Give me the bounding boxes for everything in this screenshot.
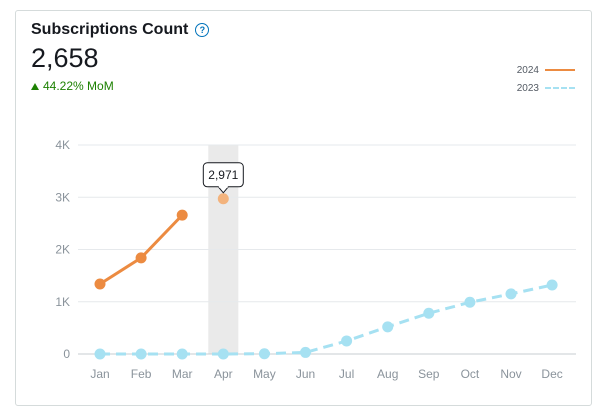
data-point-2023 — [135, 348, 147, 360]
data-point-2023 — [94, 348, 106, 360]
x-tick-label: Jul — [339, 367, 354, 381]
data-point-2023 — [505, 288, 517, 300]
legend-label-2023: 2023 — [516, 82, 539, 94]
x-tick-label: Mar — [172, 367, 193, 381]
x-tick-label: Jan — [90, 367, 109, 381]
x-tick-label: Nov — [500, 367, 521, 381]
legend-item-2023[interactable]: 2023 — [517, 79, 575, 97]
data-point-2023 — [464, 296, 476, 308]
data-point-2023 — [217, 348, 229, 360]
help-icon[interactable]: ? — [195, 23, 210, 37]
data-point-2024 — [135, 252, 147, 264]
y-tick-label: 3K — [55, 190, 70, 204]
x-tick-label: Dec — [541, 367, 562, 381]
triangle-up-icon — [31, 82, 39, 90]
data-point-2023 — [341, 335, 353, 347]
x-tick-label: Feb — [131, 367, 152, 381]
data-point-2024 — [94, 278, 106, 290]
y-tick-label: 2K — [55, 243, 70, 257]
data-point-2023 — [546, 279, 558, 291]
legend-swatch-2023 — [545, 87, 575, 89]
subscriptions-value: 2,658 — [31, 43, 99, 73]
y-tick-label: 1K — [55, 295, 70, 309]
legend-label-2024: 2024 — [516, 64, 539, 76]
tooltip-label: 2,971 — [208, 168, 238, 182]
series-line-2023 — [100, 283, 553, 356]
y-tick-label: 0 — [63, 347, 70, 361]
x-tick-label: Oct — [461, 367, 480, 381]
widget-title: Subscriptions Count — [31, 21, 189, 38]
x-tick-label: Sep — [418, 367, 440, 381]
widget-header: Subscriptions Count ? — [31, 21, 210, 39]
projected-point-2024 — [217, 193, 229, 205]
data-point-2023 — [176, 348, 188, 360]
change-text: 44.22% MoM — [43, 79, 114, 93]
y-tick-label: 4K — [55, 138, 70, 152]
data-point-2023 — [300, 346, 311, 358]
line-chart: 0 1K 2K 3K 4K Jan Feb Mar Apr May Jun Jul Aug Sep Oct N… — [55, 138, 576, 381]
legend-swatch-2024 — [545, 69, 575, 71]
data-point-2023 — [258, 348, 270, 360]
data-point-2023 — [382, 321, 394, 333]
x-tick-label: Aug — [377, 367, 398, 381]
x-tick-label: May — [253, 367, 276, 381]
legend-item-2024[interactable]: 2024 — [517, 61, 575, 79]
x-tick-label: Apr — [214, 367, 233, 381]
chart-legend: 2024 2023 — [517, 61, 575, 97]
tooltip-pointer — [217, 186, 229, 194]
data-point-2023 — [423, 307, 435, 319]
change-indicator: 44.22% MoM — [31, 79, 114, 93]
x-tick-label: Jun — [296, 367, 315, 381]
subscriptions-widget: Subscriptions Count ? 2,658 44.22% MoM 2… — [15, 10, 592, 406]
data-point-2024 — [176, 209, 188, 221]
